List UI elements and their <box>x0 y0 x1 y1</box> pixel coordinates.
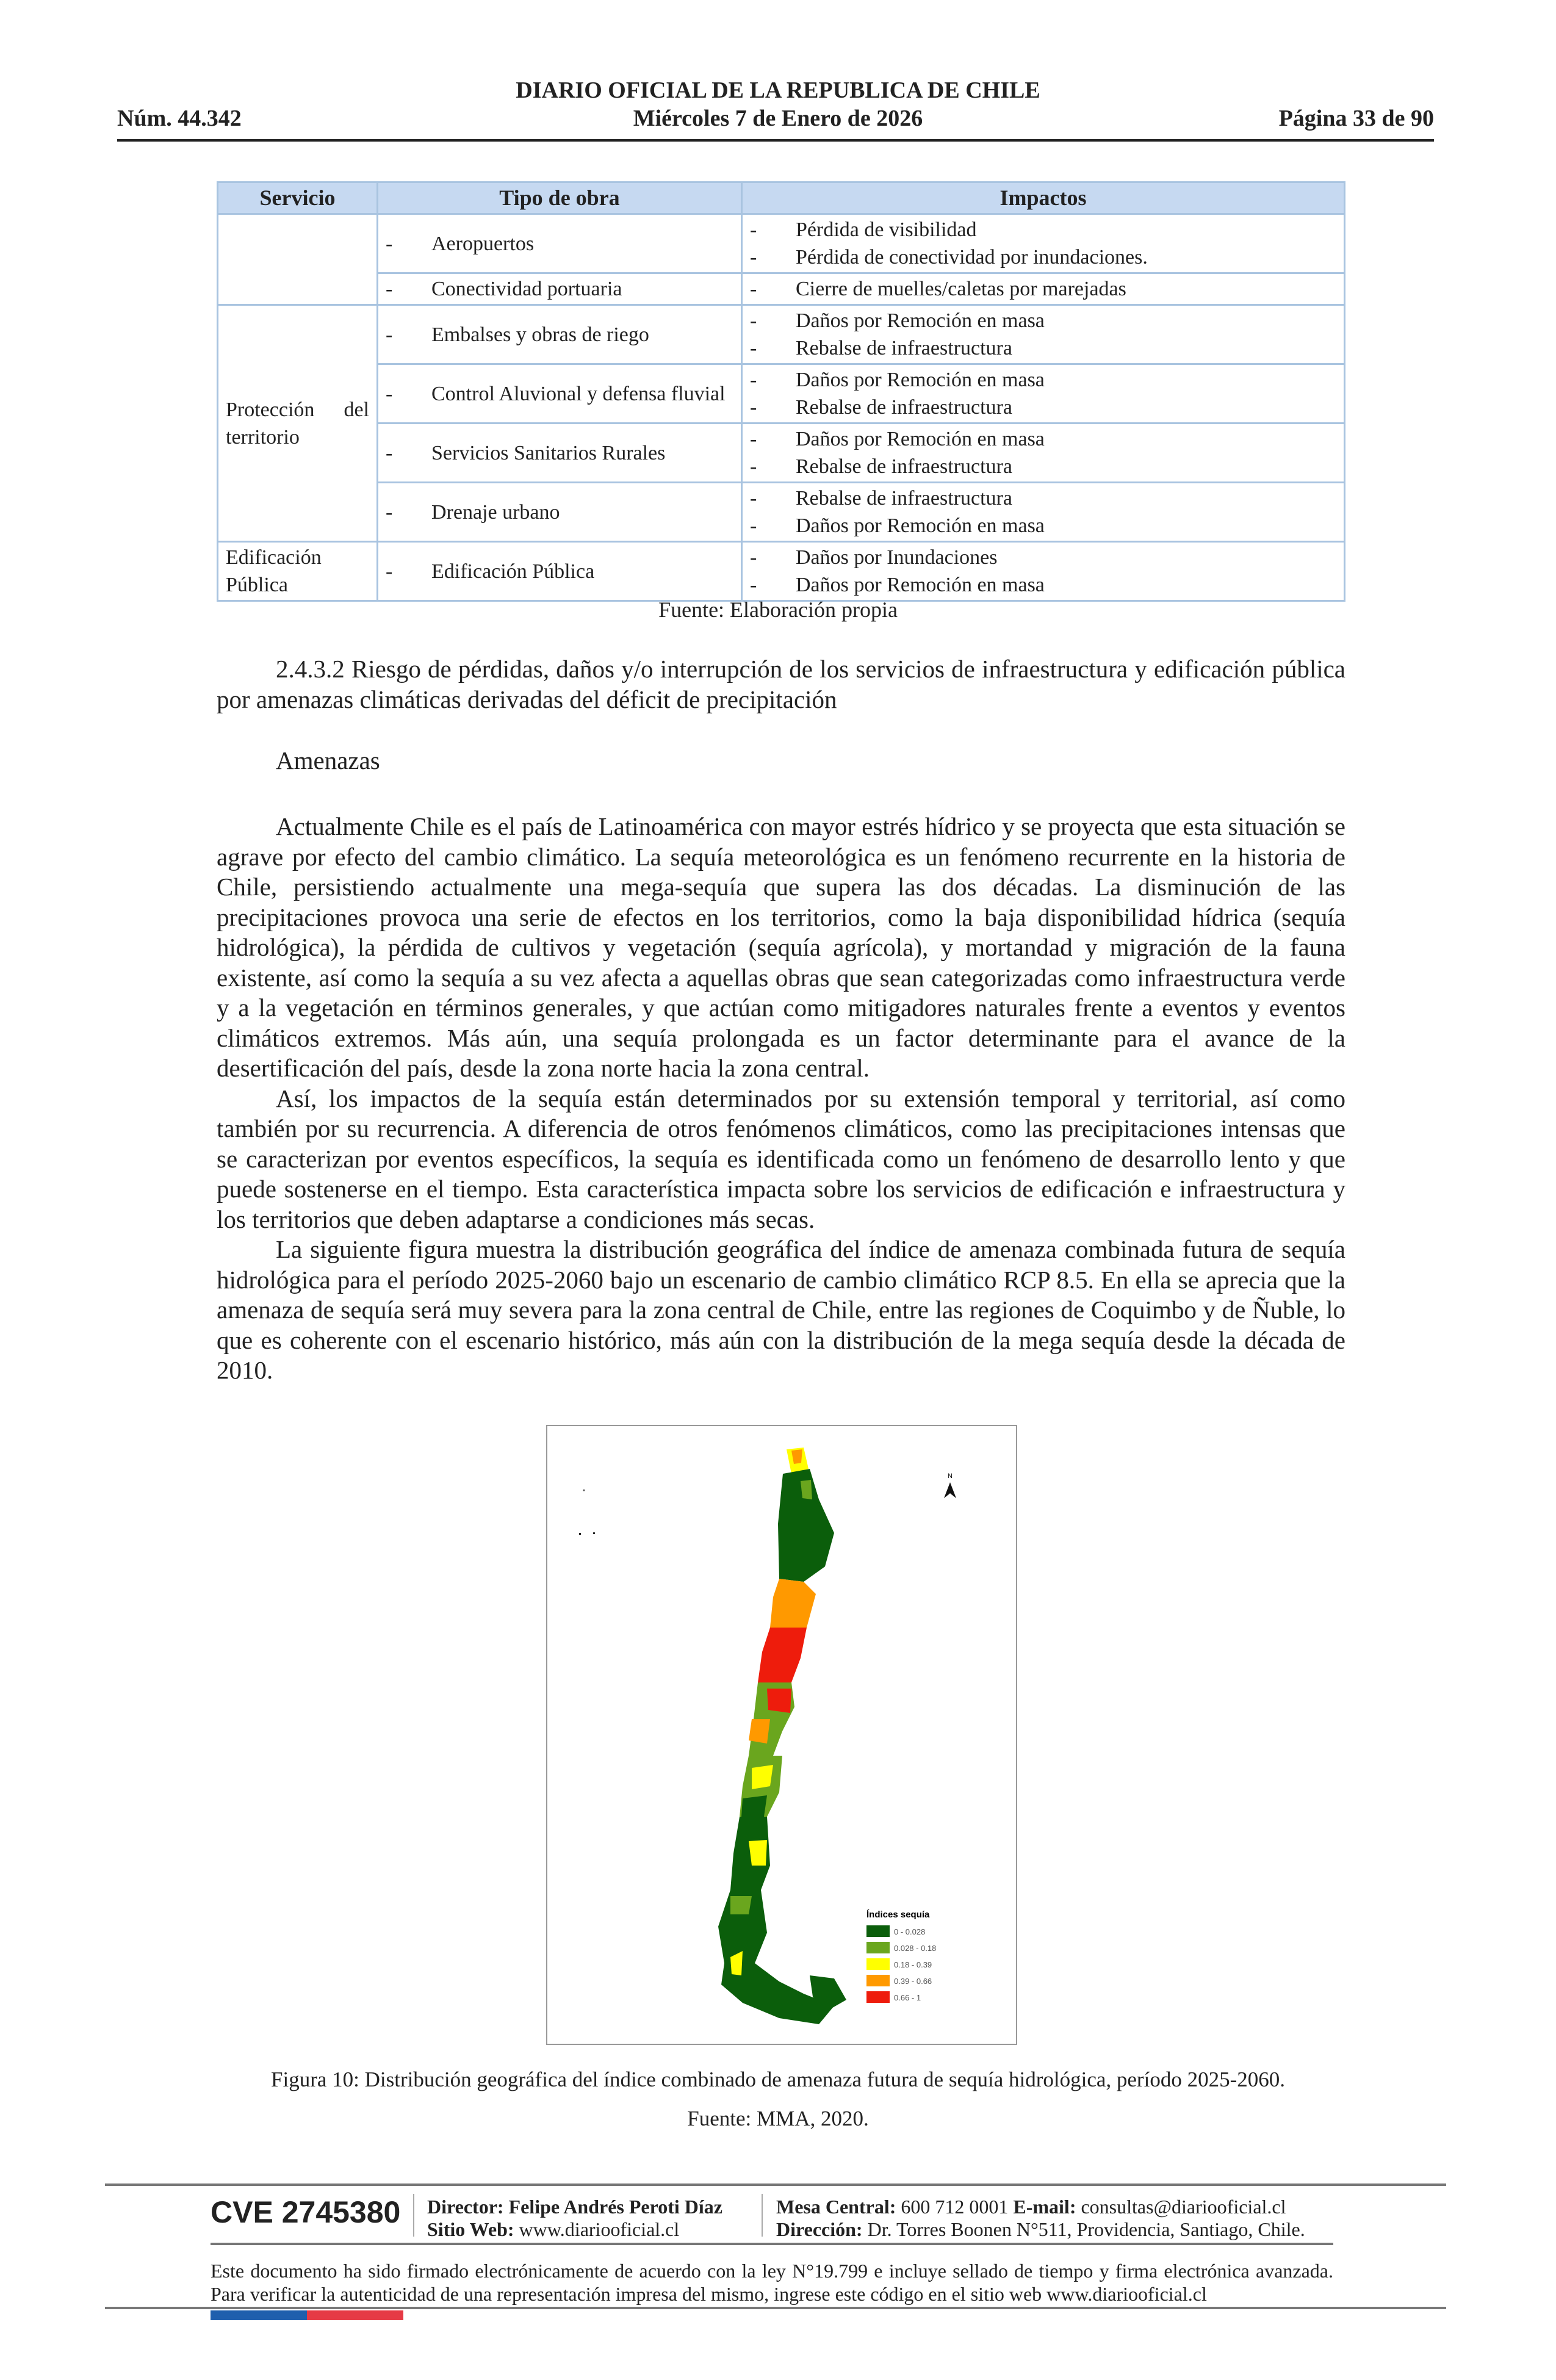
table-row: - Conectividad portuaria - Cierre de muelle… <box>218 272 1345 306</box>
chile-drought-map: N Índices sequía 0 - 0.028 0.028 - 0.18 0.… <box>579 1448 956 2024</box>
header-divider <box>117 139 1434 142</box>
impact-item: Rebalse de infraestructura <box>796 337 1012 359</box>
cell-impactos: - Pérdida de visibilidad - Pérdida de conec… <box>741 213 1345 274</box>
cell-tipo: - Servicios Sanitarios Rurales <box>376 422 743 483</box>
legend-swatch <box>866 1991 890 2003</box>
map-legend: 0 - 0.028 0.028 - 0.18 0.18 - 0.39 0.39 - 0… <box>866 1925 936 2003</box>
paragraph: Así, los impactos de la sequía están det… <box>217 1084 1345 1233</box>
legend-swatch <box>866 1958 890 1970</box>
footer-divider <box>105 2307 1446 2309</box>
cell-impactos: - Daños por Inundaciones - Daños por Remoci… <box>741 541 1345 602</box>
table-row: Edificación Pública - Edificación Pública -… <box>217 541 1345 602</box>
col-header-servicio: Servicio <box>217 181 378 215</box>
footer-separator <box>762 2194 763 2237</box>
cell-tipo: - Conectividad portuaria <box>376 272 743 306</box>
island-mark <box>579 1533 581 1535</box>
impact-item: Daños por Remoción en masa <box>796 514 1045 537</box>
table-row: - Drenaje urbano - Rebalse de infraestructu… <box>218 481 1345 543</box>
cell-impactos: - Rebalse de infraestructura - Daños por Re… <box>741 481 1345 543</box>
table-row: - Control Aluvional y defensa fluvial - Dañ… <box>218 363 1345 424</box>
footer-director: Director: Felipe Andrés Peroti Díaz Siti… <box>427 2196 722 2240</box>
impact-item: Pérdida de visibilidad <box>796 218 977 241</box>
cve-code: CVE 2745380 <box>211 2195 401 2229</box>
cell-tipo: - Embalses y obras de riego <box>376 304 743 365</box>
cell-tipo: - Drenaje urbano <box>376 481 743 543</box>
table-row: - Aeropuertos - Pérdida de visibilidad - Pérd… <box>217 213 1345 306</box>
cell-tipo: - Control Aluvional y defensa fluvial <box>376 363 743 424</box>
email-link[interactable]: consultas@diariooficial.cl <box>1081 2196 1286 2218</box>
island-mark <box>593 1532 595 1534</box>
impact-item: Daños por Remoción en masa <box>796 309 1045 332</box>
legend-label: 0.39 - 0.66 <box>894 1977 932 1986</box>
newspaper-title: DIARIO OFICIAL DE LA REPUBLICA DE CHILE <box>516 78 1040 103</box>
impact-item: Daños por Inundaciones <box>796 546 998 569</box>
impact-item: Rebalse de infraestructura <box>796 455 1012 478</box>
header-center: DIARIO OFICIAL DE LA REPUBLICA DE CHILE … <box>0 76 1556 132</box>
chile-map-shape <box>718 1448 846 2024</box>
cell-servicio <box>217 213 378 306</box>
legend-label: 0.18 - 0.39 <box>894 1960 932 1969</box>
legend-swatch <box>866 1942 890 1953</box>
section-subheading: Amenazas <box>276 746 380 774</box>
issue-date: Miércoles 7 de Enero de 2026 <box>633 106 923 131</box>
footer-divider <box>105 2183 1446 2186</box>
issue-number: Núm. 44.342 <box>117 106 242 131</box>
signature-notice: Este documento ha sido firmado electróni… <box>211 2260 1333 2305</box>
legend-swatch <box>866 1975 890 1986</box>
island-mark <box>583 1489 585 1491</box>
cell-impactos: - Cierre de muelles/caletas por marejadas <box>741 272 1345 306</box>
north-arrow-icon <box>944 1482 956 1498</box>
legend-label: 0.66 - 1 <box>894 1993 921 2002</box>
footer-contact: Mesa Central: 600 712 0001 E-mail: consu… <box>776 2196 1305 2240</box>
table-row: Protección del territorio - Embalses y obr… <box>217 304 1345 543</box>
north-label: N <box>948 1473 953 1480</box>
section-body: Actualmente Chile es el país de Latinoam… <box>217 812 1345 1386</box>
cell-servicio: Protección del territorio <box>217 304 378 543</box>
figure-source: Fuente: MMA, 2020. <box>687 2107 869 2130</box>
cell-impactos: - Daños por Remoción en masa - Rebalse de i… <box>741 422 1345 483</box>
table-source: Fuente: Elaboración propia <box>658 597 898 622</box>
legend-label: 0 - 0.028 <box>894 1927 925 1936</box>
figure-caption: Figura 10: Distribución geográfica del í… <box>271 2068 1285 2091</box>
paragraph: La siguiente figura muestra la distribuc… <box>217 1235 1345 1384</box>
col-header-impactos: Impactos <box>741 181 1345 215</box>
col-header-tipo: Tipo de obra <box>376 181 743 215</box>
flag-bar-red <box>307 2310 403 2320</box>
impact-item: Daños por Remoción en masa <box>796 574 1045 596</box>
footer-divider <box>211 2243 1333 2245</box>
legend-label: 0.028 - 0.18 <box>894 1944 936 1953</box>
section-heading: 2.4.3.2 Riesgo de pérdidas, daños y/o in… <box>217 655 1345 713</box>
cell-impactos: - Daños por Remoción en masa - Rebalse de i… <box>741 304 1345 365</box>
impact-item: Daños por Remoción en masa <box>796 428 1045 450</box>
legend-swatch <box>866 1925 890 1937</box>
cell-tipo: - Aeropuertos <box>376 213 743 274</box>
footer-separator <box>413 2194 414 2237</box>
impact-item: Pérdida de conectividad por inundaciones… <box>796 246 1148 269</box>
flag-bar-blue <box>211 2310 307 2320</box>
page-number: Página 33 de 90 <box>1278 106 1434 131</box>
impact-item: Rebalse de infraestructura <box>796 487 1012 510</box>
cell-impactos: - Daños por Remoción en masa - Rebalse de i… <box>741 363 1345 424</box>
cell-tipo: - Edificación Pública <box>376 541 743 602</box>
impacts-table: Servicio Tipo de obra Impactos - Aeropuer… <box>217 181 1345 602</box>
impact-item: Daños por Remoción en masa <box>796 369 1045 391</box>
cell-servicio: Edificación Pública <box>217 541 378 602</box>
table-row: - Servicios Sanitarios Rurales - Daños por … <box>218 422 1345 483</box>
impact-item: Rebalse de infraestructura <box>796 396 1012 419</box>
website-link[interactable]: www.diariooficial.cl <box>519 2218 680 2240</box>
impact-item: Cierre de muelles/caletas por marejadas <box>796 278 1126 300</box>
paragraph: Actualmente Chile es el país de Latinoam… <box>217 812 1345 1082</box>
legend-title: Índices sequía <box>866 1909 930 1920</box>
drought-map-figure: N Índices sequía 0 - 0.028 0.028 - 0.18 0.… <box>546 1425 1017 2045</box>
